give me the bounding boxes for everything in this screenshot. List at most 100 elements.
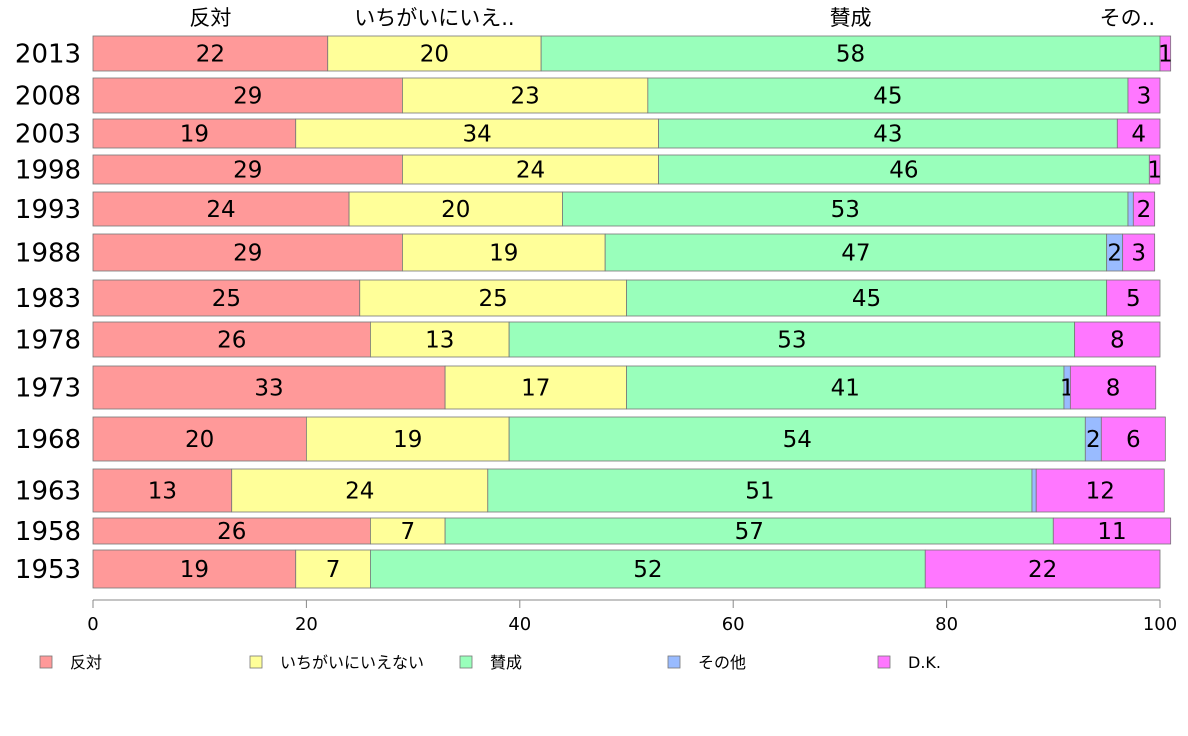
data-label: 45 [873,84,902,110]
top-label: いちがいにいえ.. [354,6,514,30]
bar-segment [508,416,1086,462]
bar-segment [305,416,510,462]
data-label: 17 [521,376,550,402]
data-label: 25 [212,286,241,312]
data-label: 47 [841,241,870,267]
data-label: 5 [1126,286,1141,312]
legend-item: 反対 [39,653,102,672]
year-label: 1993 [15,195,81,225]
bar-row: 1958 26 7 57 11 [15,517,1172,547]
data-label: 53 [777,328,806,354]
bar-segment [295,118,659,149]
year-label: 1983 [15,284,81,314]
bar-segment [1127,77,1161,114]
year-label: 2013 [15,40,81,70]
bar-segment [92,118,297,149]
top-label: 賛成 [830,6,872,30]
x-tick-label: 0 [87,614,98,635]
data-label: 29 [233,158,262,184]
bar-segment [1100,416,1166,462]
bar-segment [92,35,329,72]
x-tick-label: 100 [1143,614,1177,635]
data-label: 13 [425,328,454,354]
data-label: 24 [516,158,545,184]
bar-segment [604,233,1108,272]
bar-segment [92,279,361,317]
data-label: 22 [196,42,225,68]
bar-segment [626,279,1108,317]
x-axis: 0 20 40 60 80 100 [87,599,1177,635]
bar-segment [370,517,446,545]
bar-row: 1978 26 13 53 8 [15,321,1161,358]
bar-row: 2013 22 20 58 1 [15,35,1173,72]
bar-row: 1953 19 7 52 22 [15,549,1161,589]
bar-segment [92,321,371,358]
data-label: 20 [185,427,214,453]
data-label: 20 [441,197,470,223]
x-tick-label: 80 [935,614,958,635]
data-label: 1 [1158,42,1173,68]
data-label: 43 [873,122,902,148]
data-label: 2 [1107,241,1122,267]
year-label: 1973 [15,374,81,404]
bar-segment [444,365,627,410]
bar-segment [508,321,1076,358]
data-label: 24 [345,479,374,505]
x-tick-label: 40 [508,614,531,635]
bar-segment [658,154,1150,185]
data-label: 34 [462,122,491,148]
bar-segment [1116,118,1161,149]
bar-segment [92,416,307,462]
bar-segment [1052,517,1172,545]
top-label: 反対 [189,6,231,30]
data-label: 7 [400,519,415,545]
bar-segment [487,468,1033,513]
data-label: 25 [478,286,507,312]
legend-label: 反対 [70,653,102,672]
bar-row: 1983 25 25 45 5 [15,279,1161,317]
bar-row: 1973 33 17 41 1 8 [15,365,1157,410]
x-tick-label: 20 [295,614,318,635]
bar-segment [348,191,563,227]
data-label: 22 [1028,557,1057,583]
legend-item: いちがいにいえない [249,653,424,672]
legend-swatch [249,655,263,669]
bar-row: 2008 29 23 45 3 [15,77,1161,114]
bar-segment [1069,365,1157,410]
bar-segment [231,468,489,513]
bar-segment [562,191,1129,227]
legend-label: 賛成 [490,653,522,672]
legend-item: その他 [667,653,746,672]
bar-row: 1998 29 24 46 1 [15,154,1162,186]
data-label: 2 [1086,427,1101,453]
data-label: 26 [217,519,246,545]
year-label: 1998 [15,156,81,186]
x-tick-label: 60 [722,614,745,635]
data-label: 58 [836,42,865,68]
data-label: 20 [420,42,449,68]
year-label: 1958 [15,517,81,547]
bar-segment [402,77,649,114]
legend-swatch [877,655,891,669]
year-label: 1953 [15,555,81,585]
bar-segment [1035,468,1165,513]
data-label: 33 [254,376,283,402]
data-label: 1 [1147,158,1162,184]
data-label: 29 [233,84,262,110]
bar-segment [295,549,371,589]
bar-segment [658,118,1118,149]
year-label: 1978 [15,326,81,356]
legend-item: 賛成 [459,653,522,672]
bar-segment [359,279,627,317]
legend-label: その他 [698,653,746,672]
legend-label: いちがいにいえない [280,653,424,672]
year-label: 1968 [15,425,81,455]
data-label: 24 [206,197,235,223]
bar-segment [1159,35,1172,72]
data-label: 2 [1137,197,1152,223]
legend-swatch [39,655,53,669]
bar-row: 1963 13 24 51 12 [15,468,1165,513]
data-label: 4 [1131,122,1146,148]
